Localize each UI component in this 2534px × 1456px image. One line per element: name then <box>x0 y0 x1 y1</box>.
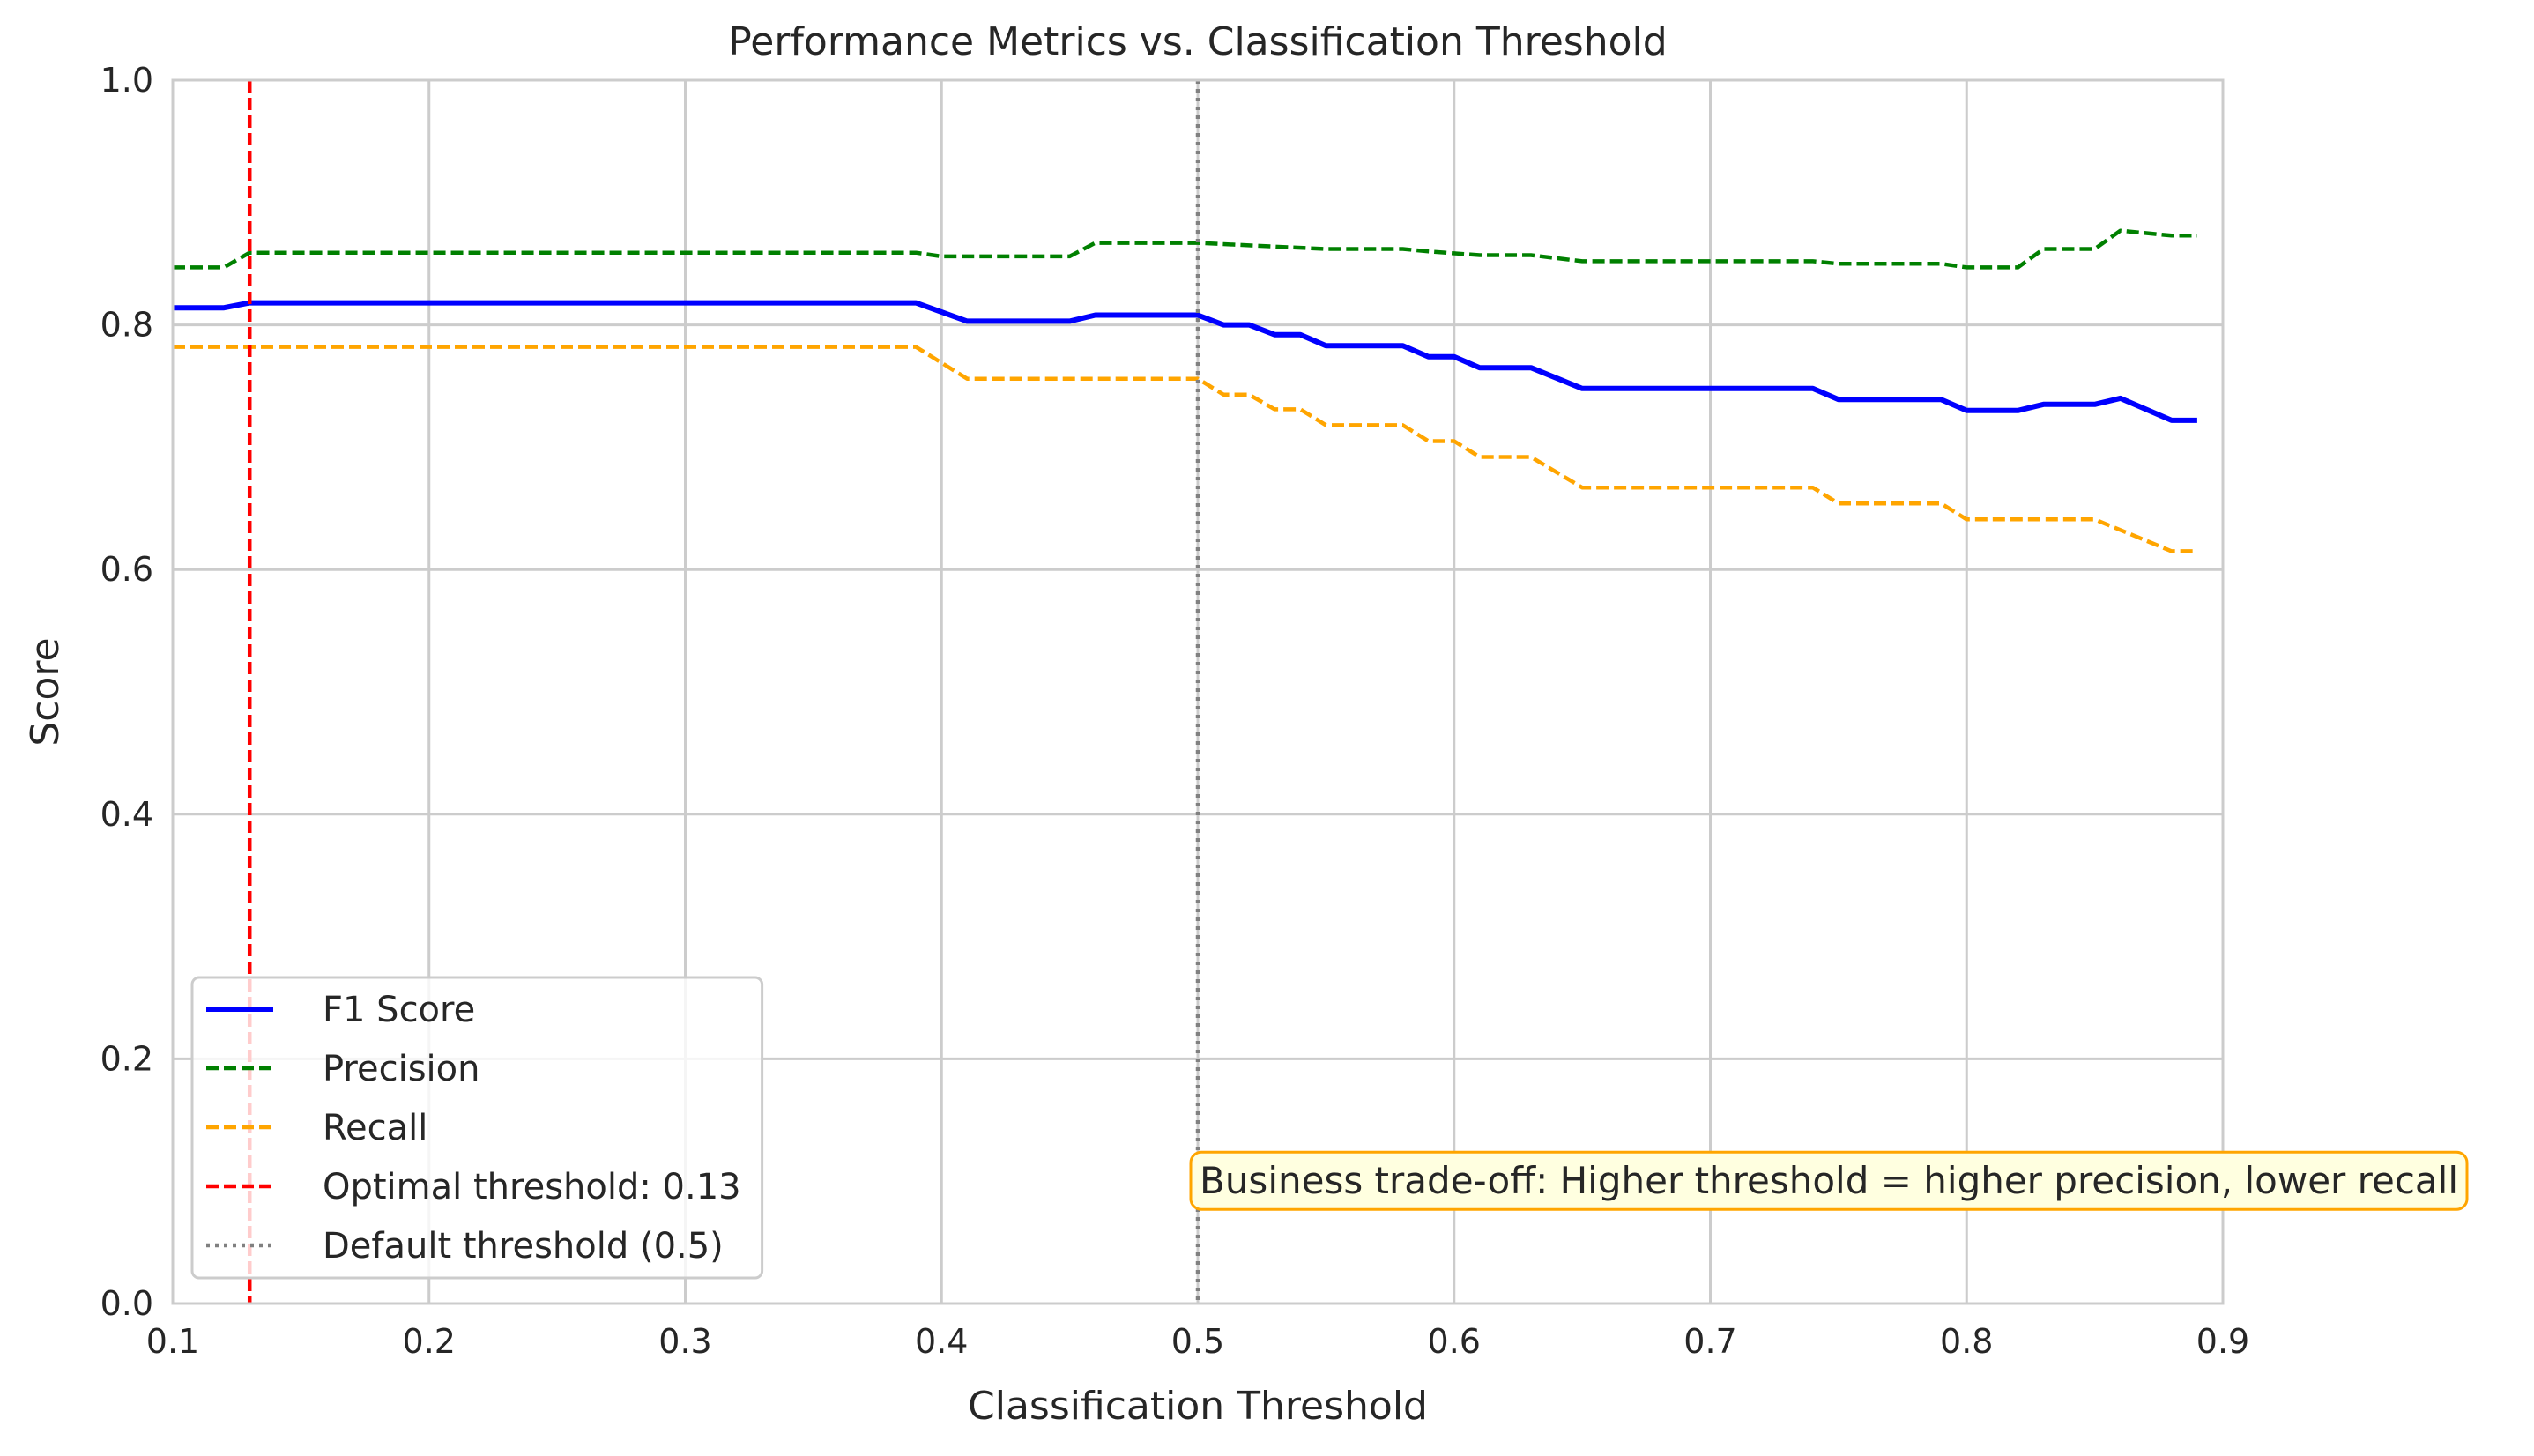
series-line-f1-score <box>173 300 2197 423</box>
threshold-lines <box>247 80 1200 1304</box>
y-tick-label: 0.6 <box>100 550 153 589</box>
series-line-precision <box>173 228 2197 270</box>
plot-frame <box>171 78 2225 1305</box>
x-axis-title: Classification Threshold <box>968 1384 1428 1429</box>
legend-label: Recall <box>323 1108 427 1148</box>
tick-labels: 0.1 0.2 0.3 0.4 0.5 0.6 0.7 0.8 0.9 0.0 0.2 0.4 0.6 0… <box>100 61 2250 1361</box>
y-tick-label: 0.8 <box>100 306 153 345</box>
y-tick-label: 0.2 <box>100 1039 153 1078</box>
chart-title: Performance Metrics vs. Classification T… <box>728 19 1667 64</box>
x-tick-label: 0.6 <box>1428 1322 1481 1361</box>
x-tick-label: 0.9 <box>2196 1322 2249 1361</box>
series-lines <box>173 228 2197 553</box>
y-tick-label: 1.0 <box>100 61 153 100</box>
x-tick-label: 0.2 <box>403 1322 456 1361</box>
legend-label: Precision <box>323 1049 479 1089</box>
x-tick-label: 0.3 <box>658 1322 711 1361</box>
legend: F1 Score Precision Recall Optimal threshold… <box>190 976 764 1280</box>
series-line-recall <box>173 345 2197 553</box>
x-tick-label: 0.1 <box>146 1322 199 1361</box>
x-tick-label: 0.5 <box>1171 1322 1224 1361</box>
annotation-box: Business trade-off: Higher threshold = h… <box>1189 1150 2469 1211</box>
y-axis-title: Score <box>23 637 68 746</box>
legend-label: Optimal threshold: 0.13 <box>323 1167 741 1207</box>
annotation-background <box>1189 1150 2469 1211</box>
y-tick-label: 0.4 <box>100 795 153 834</box>
legend-box <box>190 976 764 1280</box>
x-tick-label: 0.8 <box>1940 1322 1993 1361</box>
legend-label: Default threshold (0.5) <box>323 1226 724 1267</box>
y-tick-label: 0.0 <box>100 1284 153 1323</box>
x-tick-label: 0.4 <box>915 1322 968 1361</box>
legend-label: F1 Score <box>323 990 475 1030</box>
legend-items: F1 Score Precision Recall Optimal threshold… <box>206 990 741 1267</box>
x-tick-label: 0.7 <box>1683 1322 1736 1361</box>
annotation-text: Business trade-off: Higher threshold = h… <box>1200 1159 2458 1202</box>
